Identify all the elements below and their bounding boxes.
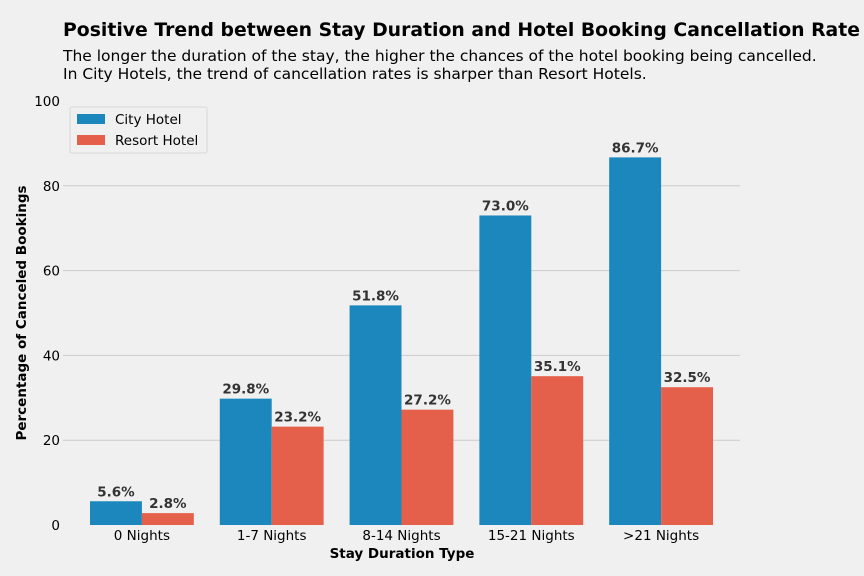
legend-label-0: City Hotel (115, 112, 182, 128)
x-axis-label: Stay Duration Type (330, 546, 475, 562)
bar-resort-hotel-1 (271, 426, 324, 525)
legend-swatch-1 (77, 135, 105, 145)
x-axis-ticks: 0 Nights 1-7 Nights 8-14 Nights 15-21 Night… (114, 528, 699, 544)
bar-resort-hotel-0 (141, 513, 194, 525)
data-label-resort-hotel-2: 27.2% (404, 393, 451, 409)
y-tick-label-3: 60 (43, 264, 60, 280)
x-tick-label-2: 8-14 Nights (362, 528, 440, 544)
bars (89, 157, 714, 526)
chart-subtitle-line-2: In City Hotels, the trend of cancellatio… (63, 65, 647, 83)
legend: City Hotel Resort Hotel (69, 106, 208, 154)
legend-swatch-0 (77, 114, 105, 124)
y-axis-label: Percentage of Canceled Bookings (14, 185, 30, 440)
chart-subtitle-line-1: The longer the duration of the stay, the… (62, 47, 817, 65)
y-tick-label-1: 20 (43, 433, 60, 449)
data-label-city-hotel-1: 29.8% (222, 382, 269, 398)
y-tick-label-4: 80 (43, 179, 60, 195)
bar-resort-hotel-2 (401, 409, 454, 525)
bar-city-hotel-2 (349, 305, 402, 525)
data-label-resort-hotel-1: 23.2% (274, 410, 321, 426)
legend-label-1: Resort Hotel (115, 133, 198, 149)
data-label-city-hotel-0: 5.6% (97, 484, 135, 500)
bar-resort-hotel-3 (531, 376, 584, 525)
data-labels: 5.6% 2.8% 29.8% 23.2% 51.8% 27.2% 73.0% 35.1% 86… (97, 140, 711, 512)
bar-city-hotel-3 (479, 215, 532, 526)
x-tick-label-0: 0 Nights (114, 528, 170, 544)
y-tick-label-5: 100 (34, 94, 60, 110)
y-tick-label-0: 0 (51, 518, 60, 534)
y-tick-label-2: 40 (43, 348, 60, 364)
chart-title: Positive Trend between Stay Duration and… (63, 19, 860, 41)
data-label-resort-hotel-3: 35.1% (534, 359, 581, 375)
x-tick-label-1: 1-7 Nights (237, 528, 307, 544)
x-tick-label-3: 15-21 Nights (488, 528, 575, 544)
data-label-resort-hotel-0: 2.8% (149, 496, 187, 512)
bar-city-hotel-4 (609, 157, 662, 525)
bar-city-hotel-0 (89, 501, 142, 525)
data-label-city-hotel-2: 51.8% (352, 288, 399, 304)
data-label-resort-hotel-4: 32.5% (664, 370, 711, 386)
x-tick-label-4: >21 Nights (623, 528, 699, 544)
bar-city-hotel-1 (219, 398, 272, 525)
y-axis-ticks: 0 20 40 60 80 100 (34, 94, 60, 534)
data-label-city-hotel-3: 73.0% (482, 198, 529, 214)
data-label-city-hotel-4: 86.7% (612, 140, 659, 156)
bar-resort-hotel-4 (661, 387, 714, 525)
